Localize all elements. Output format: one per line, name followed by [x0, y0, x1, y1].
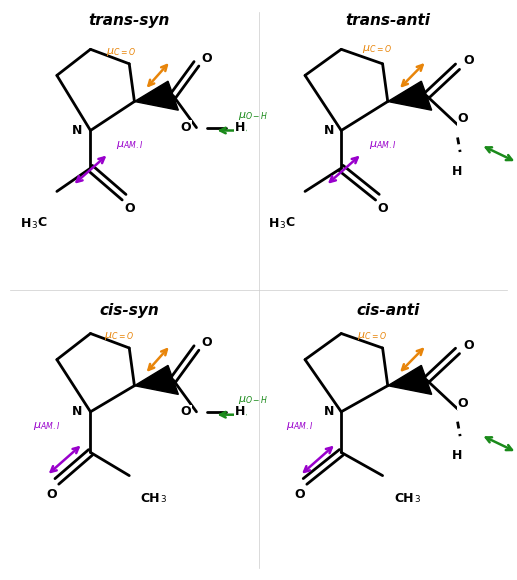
Text: H: H: [452, 165, 463, 177]
Text: O: O: [377, 202, 388, 215]
Text: H: H: [452, 449, 463, 462]
Text: N: N: [324, 124, 334, 137]
Text: $_3$C: $_3$C: [31, 216, 48, 231]
Text: $\mu_{AM.I}$: $\mu_{AM.I}$: [116, 139, 143, 151]
Text: O: O: [202, 52, 212, 64]
Text: O: O: [181, 405, 191, 418]
Text: O: O: [47, 488, 57, 501]
Text: O: O: [295, 488, 305, 501]
Polygon shape: [388, 365, 432, 394]
Text: trans-anti: trans-anti: [345, 13, 430, 28]
Polygon shape: [134, 365, 178, 394]
Text: $_3$: $_3$: [160, 492, 168, 505]
Text: $\mu_{AM.I}$: $\mu_{AM.I}$: [369, 139, 396, 151]
Polygon shape: [388, 81, 432, 110]
Text: N: N: [72, 405, 83, 418]
Text: O: O: [124, 202, 134, 215]
Text: $\mu_{C=O}$: $\mu_{C=O}$: [104, 331, 134, 342]
Text: cis-syn: cis-syn: [99, 303, 159, 318]
Text: CH: CH: [394, 492, 414, 505]
Text: $\mu_{O-H}$: $\mu_{O-H}$: [238, 394, 269, 406]
Text: H: H: [235, 121, 246, 134]
Text: trans-syn: trans-syn: [88, 13, 170, 28]
Text: $\mu_{C=O}$: $\mu_{C=O}$: [357, 331, 387, 342]
Text: $_3$: $_3$: [414, 492, 421, 505]
Text: CH: CH: [141, 492, 160, 505]
Text: cis-anti: cis-anti: [356, 303, 419, 318]
Text: O: O: [464, 55, 474, 67]
Text: O: O: [458, 397, 468, 409]
Text: $\mu_{C=O}$: $\mu_{C=O}$: [362, 44, 392, 55]
Text: $\mu_{C=O}$: $\mu_{C=O}$: [107, 46, 136, 58]
Text: $_3$C: $_3$C: [279, 216, 296, 231]
Text: O: O: [458, 113, 468, 125]
Text: H: H: [269, 217, 279, 230]
Text: H: H: [235, 405, 246, 418]
Text: O: O: [464, 339, 474, 351]
Text: $\mu_{AM.I}$: $\mu_{AM.I}$: [33, 420, 60, 432]
Text: N: N: [324, 405, 334, 418]
Text: H: H: [21, 217, 31, 230]
Text: O: O: [202, 336, 212, 349]
Text: N: N: [72, 124, 83, 137]
Text: $\mu_{O-H}$: $\mu_{O-H}$: [238, 110, 269, 122]
Text: O: O: [181, 121, 191, 134]
Polygon shape: [134, 81, 178, 110]
Text: $\mu_{AM.I}$: $\mu_{AM.I}$: [286, 420, 313, 432]
